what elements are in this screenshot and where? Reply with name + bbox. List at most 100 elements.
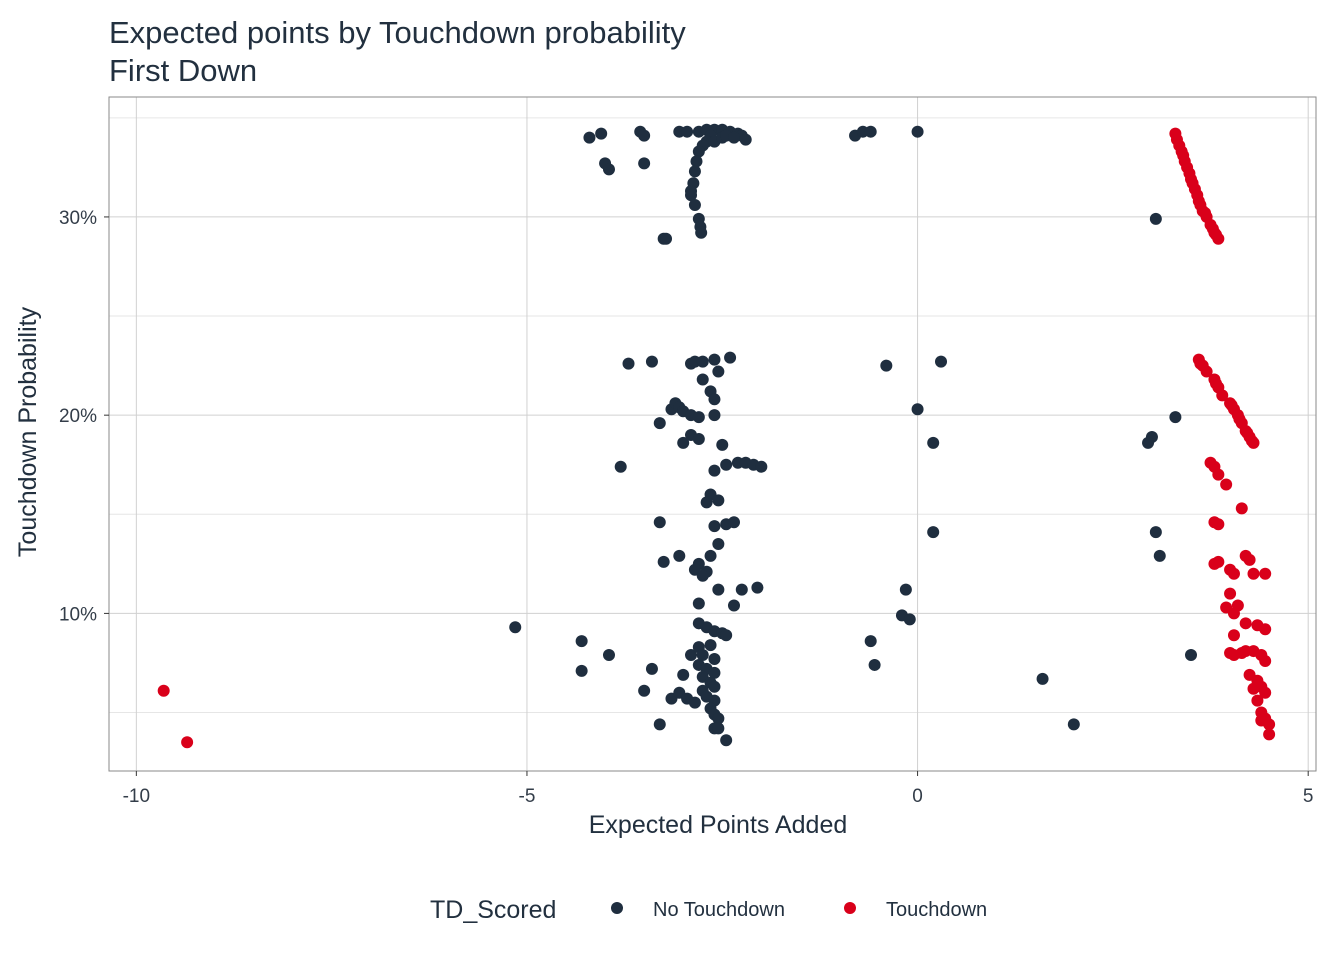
point-no-touchdown	[704, 549, 717, 562]
point-no-touchdown	[708, 520, 721, 533]
point-no-touchdown	[622, 357, 635, 370]
point-no-touchdown	[927, 436, 940, 449]
point-no-touchdown	[1153, 549, 1166, 562]
point-no-touchdown	[708, 464, 721, 477]
point-touchdown	[157, 684, 170, 697]
point-touchdown	[1255, 714, 1268, 727]
point-no-touchdown	[864, 125, 877, 138]
point-no-touchdown	[575, 664, 588, 677]
point-touchdown	[1212, 518, 1225, 531]
point-touchdown	[1170, 133, 1183, 146]
point-no-touchdown	[712, 494, 725, 507]
point-touchdown	[1224, 587, 1237, 600]
point-touchdown	[1259, 567, 1272, 580]
point-no-touchdown	[720, 629, 733, 642]
point-touchdown	[1186, 177, 1199, 190]
data-points	[157, 123, 1276, 749]
point-touchdown	[1183, 167, 1196, 180]
point-no-touchdown	[1142, 436, 1155, 449]
point-no-touchdown	[708, 353, 721, 366]
point-no-touchdown	[638, 684, 651, 697]
y-tick-label: 10%	[59, 604, 97, 625]
y-tick-label: 20%	[59, 406, 97, 427]
point-touchdown	[1178, 155, 1191, 168]
legend-marker-touchdown	[844, 902, 856, 914]
point-no-touchdown	[695, 226, 708, 239]
point-no-touchdown	[602, 163, 615, 176]
point-touchdown	[1191, 189, 1204, 202]
point-no-touchdown	[681, 125, 694, 138]
x-axis-ticks: -10 -5 0 5	[123, 771, 1314, 807]
point-no-touchdown	[708, 652, 721, 665]
legend: TD_Scored No Touchdown Touchdown	[430, 896, 987, 924]
point-no-touchdown	[708, 409, 721, 422]
point-no-touchdown	[899, 583, 912, 596]
point-no-touchdown	[575, 635, 588, 648]
legend-label-no-touchdown: No Touchdown	[653, 899, 785, 921]
point-touchdown	[1259, 686, 1272, 699]
point-no-touchdown	[696, 355, 709, 368]
x-tick-label: 0	[912, 786, 923, 807]
point-no-touchdown	[727, 599, 740, 612]
point-no-touchdown	[657, 555, 670, 568]
point-no-touchdown	[708, 666, 721, 679]
point-no-touchdown	[595, 127, 608, 140]
legend-label-touchdown: Touchdown	[886, 899, 987, 921]
point-touchdown	[1225, 399, 1238, 412]
point-touchdown	[181, 736, 194, 749]
point-no-touchdown	[602, 649, 615, 662]
point-touchdown	[1251, 694, 1264, 707]
point-no-touchdown	[708, 393, 721, 406]
point-touchdown	[1227, 629, 1240, 642]
point-touchdown	[1259, 623, 1272, 636]
legend-title: TD_Scored	[430, 896, 556, 924]
point-no-touchdown	[688, 696, 701, 709]
chart-title: Expected points by Touchdown probability	[109, 15, 686, 50]
point-touchdown	[1212, 468, 1225, 481]
point-no-touchdown	[868, 658, 881, 671]
x-axis-title: Expected Points Added	[589, 811, 848, 839]
point-no-touchdown	[712, 583, 725, 596]
point-no-touchdown	[755, 460, 768, 473]
x-tick-label: -5	[519, 786, 536, 807]
point-no-touchdown	[727, 516, 740, 529]
x-tick-label: 5	[1303, 786, 1314, 807]
point-no-touchdown	[677, 436, 690, 449]
point-no-touchdown	[716, 438, 729, 451]
point-no-touchdown	[692, 432, 705, 445]
point-no-touchdown	[720, 734, 733, 747]
point-no-touchdown	[677, 668, 690, 681]
point-no-touchdown	[911, 403, 924, 416]
point-no-touchdown	[583, 131, 596, 144]
point-no-touchdown	[720, 458, 733, 471]
point-no-touchdown	[1185, 649, 1198, 662]
point-no-touchdown	[692, 411, 705, 424]
x-tick-label: -10	[123, 786, 150, 807]
point-no-touchdown	[751, 581, 764, 594]
point-touchdown	[1243, 553, 1256, 566]
point-no-touchdown	[660, 232, 673, 245]
point-no-touchdown	[712, 365, 725, 378]
point-no-touchdown	[1169, 411, 1182, 424]
chart-subtitle: First Down	[109, 53, 258, 88]
point-touchdown	[1216, 389, 1229, 402]
point-touchdown	[1210, 377, 1223, 390]
point-no-touchdown	[696, 373, 709, 386]
point-no-touchdown	[927, 526, 940, 539]
point-no-touchdown	[690, 155, 703, 168]
point-no-touchdown	[903, 613, 916, 626]
y-axis-title: Touchdown Probability	[14, 306, 42, 557]
point-no-touchdown	[735, 583, 748, 596]
y-tick-label: 30%	[59, 208, 97, 229]
y-axis-ticks: 10% 20% 30%	[59, 208, 109, 625]
point-no-touchdown	[692, 145, 705, 158]
point-no-touchdown	[724, 351, 737, 364]
point-touchdown	[1208, 557, 1221, 570]
legend-marker-no-touchdown	[611, 902, 623, 914]
point-no-touchdown	[638, 129, 651, 142]
point-no-touchdown	[704, 639, 717, 652]
point-no-touchdown	[911, 125, 924, 138]
point-no-touchdown	[1036, 672, 1049, 685]
point-no-touchdown	[1149, 526, 1162, 539]
